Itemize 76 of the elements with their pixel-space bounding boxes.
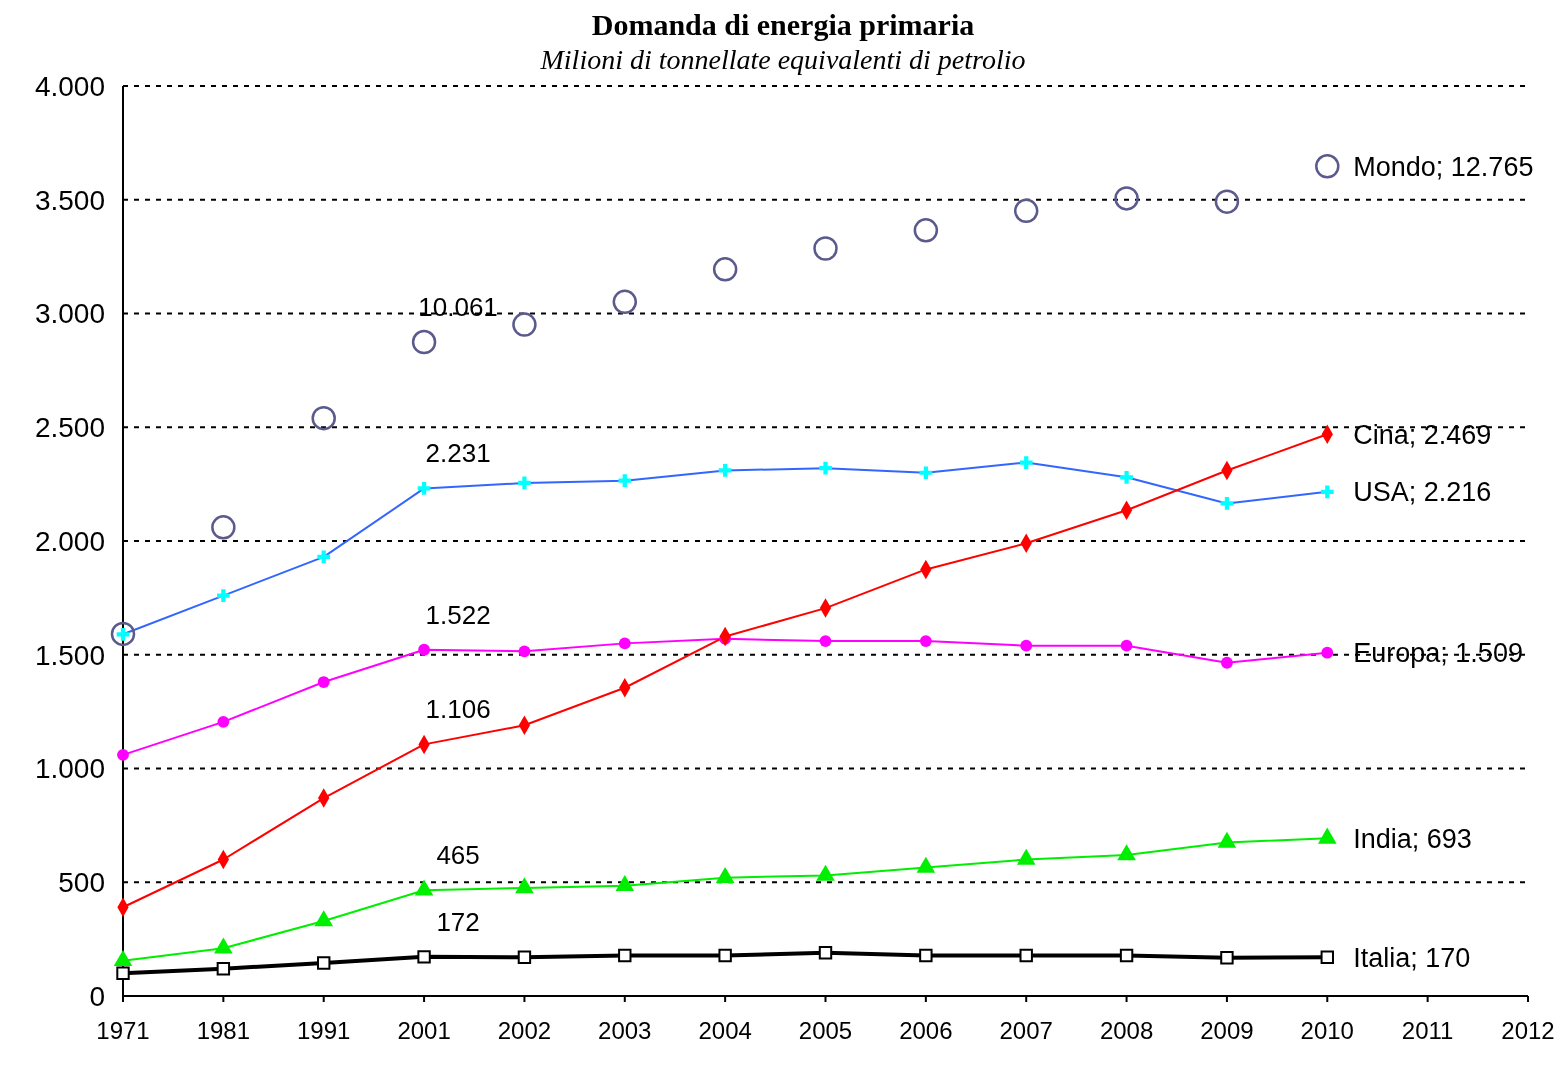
x-tick-label: 1991: [297, 1017, 351, 1045]
point: [217, 715, 230, 728]
text: Italia; 170: [1353, 942, 1471, 973]
y-tick-label: 2.500: [34, 412, 105, 444]
text: Cina; 2.469: [1353, 419, 1492, 450]
x-tick-label: 2002: [497, 1017, 552, 1045]
point: [919, 948, 933, 963]
point: [1119, 948, 1134, 963]
x-tick-label: 2010: [1300, 1017, 1354, 1045]
point: [618, 637, 631, 650]
point: [712, 257, 738, 282]
chart-subtitle: Milioni di tonnellate equivalenti di petrolio: [540, 44, 1026, 75]
point: [1019, 948, 1033, 963]
y-tick-label: 0: [89, 980, 105, 1012]
x-tick-label: 2009: [1200, 1017, 1254, 1045]
point: [1013, 198, 1039, 224]
point: [311, 405, 336, 431]
point: [110, 621, 136, 647]
point: [317, 676, 330, 688]
point: [819, 635, 832, 648]
point: [418, 643, 430, 656]
point: [1114, 186, 1139, 211]
point: [618, 948, 632, 963]
y-tick-label: 4.000: [34, 70, 105, 102]
data-label: 465: [436, 840, 480, 871]
y-tick-label: 1.000: [34, 753, 105, 785]
y-tick-label: 3.500: [34, 184, 105, 216]
x-tick-label: 2007: [999, 1017, 1053, 1045]
x-tick-label: 1981: [196, 1017, 251, 1045]
point: [1020, 639, 1033, 652]
x-tick-label: 2003: [598, 1017, 652, 1045]
data-label: 172: [436, 906, 480, 937]
y-tick-label: 2.000: [34, 525, 105, 557]
text: India; 693: [1353, 823, 1472, 854]
point: [1315, 154, 1340, 179]
x-tick-label: 2004: [698, 1017, 752, 1045]
point: [919, 635, 932, 648]
point: [517, 950, 532, 965]
point: [818, 946, 833, 960]
point: [1214, 189, 1240, 214]
x-tick-label: 2008: [1099, 1017, 1154, 1045]
point: [411, 329, 437, 355]
text: USA; 2.216: [1353, 477, 1492, 508]
x-tick-label: 1971: [96, 1017, 150, 1045]
x-tick-label: 2005: [798, 1017, 853, 1045]
point: [1120, 639, 1133, 652]
point: [913, 218, 939, 243]
x-tick-label: 2012: [1501, 1017, 1555, 1045]
point: [518, 645, 531, 658]
point: [1221, 656, 1233, 669]
point: [1321, 646, 1334, 659]
data-label: 1.522: [425, 599, 491, 630]
data-label: 10.061: [418, 292, 498, 323]
point: [813, 236, 838, 261]
point: [718, 948, 732, 963]
chart-title: Domanda di energia primaria: [590, 8, 976, 42]
point: [116, 966, 130, 980]
x-tick-label: 2001: [397, 1017, 451, 1045]
x-tick-label: 2006: [899, 1017, 953, 1045]
point: [1220, 951, 1234, 965]
point: [1320, 950, 1334, 965]
x-tick-label: 2011: [1401, 1017, 1454, 1045]
data-label: 1.106: [425, 694, 491, 725]
y-tick-label: 1.500: [34, 639, 105, 671]
text: Europa; 1.509: [1353, 638, 1523, 669]
point: [216, 962, 231, 976]
point: [512, 312, 537, 337]
y-tick-label: 500: [58, 867, 105, 899]
point: [117, 748, 129, 761]
point: [317, 956, 331, 970]
text: Mondo; 12.765: [1353, 151, 1534, 182]
point: [211, 515, 236, 540]
point: [417, 950, 431, 964]
point: [612, 289, 638, 315]
y-tick-label: 3.000: [34, 298, 105, 330]
data-label: 2.231: [425, 438, 491, 469]
